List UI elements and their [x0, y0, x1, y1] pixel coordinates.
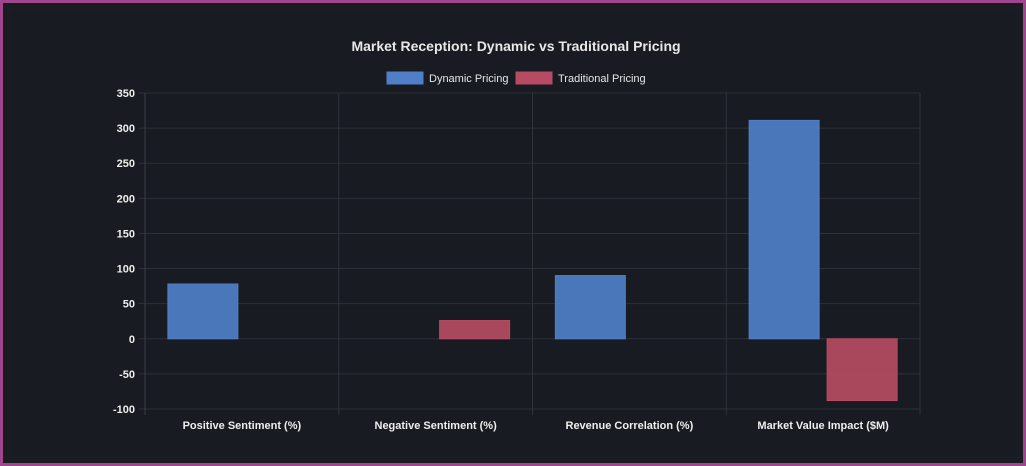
bar-dynamic-3[interactable]	[748, 119, 820, 340]
x-tick-label: Positive Sentiment (%)	[183, 420, 302, 432]
x-tick-label: Market Value Impact ($M)	[757, 420, 889, 432]
legend-swatch-dynamic[interactable]	[386, 71, 424, 85]
legend-label-traditional[interactable]: Traditional Pricing	[558, 73, 646, 85]
bar-dynamic-0[interactable]	[167, 283, 239, 340]
bar-traditional-3[interactable]	[826, 338, 898, 402]
y-tick-label: -100	[113, 404, 135, 416]
x-tick-label: Revenue Correlation (%)	[566, 420, 694, 432]
bar-traditional-1[interactable]	[439, 320, 511, 340]
legend: Dynamic Pricing Traditional Pricing	[386, 71, 646, 85]
y-tick-label: 0	[129, 334, 135, 346]
y-tick-label: 50	[123, 299, 135, 311]
y-axis-ticks: -100 -50 0 50 100 150 200 250 300 350	[113, 88, 135, 416]
bar-dynamic-2[interactable]	[554, 275, 626, 340]
y-tick-label: 350	[117, 88, 135, 100]
y-tick-label: -50	[119, 369, 135, 381]
y-tick-label: 200	[117, 193, 135, 205]
x-axis-ticks: Positive Sentiment (%) Negative Sentiment…	[183, 420, 890, 432]
y-tick-label: 100	[117, 264, 135, 276]
y-tick-label: 150	[117, 228, 135, 240]
chart-title: Market Reception: Dynamic vs Traditional…	[351, 38, 680, 54]
legend-label-dynamic[interactable]: Dynamic Pricing	[429, 73, 508, 85]
y-tick-label: 300	[117, 123, 135, 135]
x-tick-label: Negative Sentiment (%)	[375, 420, 498, 432]
y-tick-label: 250	[117, 158, 135, 170]
bars	[167, 119, 898, 402]
legend-swatch-traditional[interactable]	[515, 71, 553, 85]
